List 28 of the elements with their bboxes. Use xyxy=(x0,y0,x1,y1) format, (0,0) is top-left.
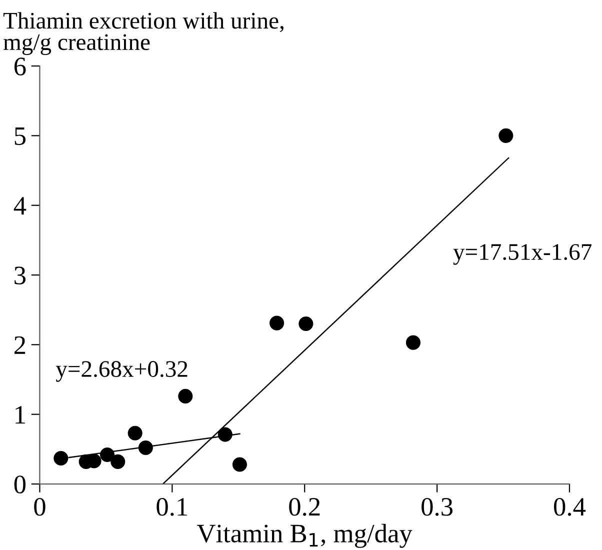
x-tick-label: 0.4 xyxy=(554,498,586,516)
point xyxy=(100,447,115,462)
point xyxy=(232,457,247,472)
y-tick-label: 3 xyxy=(14,266,26,284)
x-tick-label: 0.2 xyxy=(289,498,320,516)
y-tick-label: 1 xyxy=(16,406,25,424)
y-tick-label: 6 xyxy=(14,58,26,76)
annotation: y=2.68x+0.32 xyxy=(56,361,188,382)
point xyxy=(178,388,193,404)
point xyxy=(498,128,514,143)
y-tick-label: 2 xyxy=(14,336,26,354)
y-tick-label: 0 xyxy=(14,476,26,494)
x-tick-label: 0.1 xyxy=(156,498,188,516)
point xyxy=(270,316,284,330)
point xyxy=(218,427,232,442)
x-tick-label: 0 xyxy=(34,498,46,516)
annotation: y=17.51x-1.67 xyxy=(453,244,592,265)
x-tick-label: 0.3 xyxy=(422,498,453,516)
point xyxy=(138,440,153,456)
y-tick-label: 4 xyxy=(14,197,26,214)
point xyxy=(54,450,68,466)
x-axis-title: Vitamin B$_{1}$, mg/day xyxy=(196,524,412,548)
y-tick-label: 5 xyxy=(14,128,26,146)
point xyxy=(406,335,420,350)
point xyxy=(110,454,126,469)
point xyxy=(298,316,314,332)
point xyxy=(128,426,142,440)
y-axis-title: Thiamin excretion with urine, mg/g creatinine xyxy=(3,12,284,55)
